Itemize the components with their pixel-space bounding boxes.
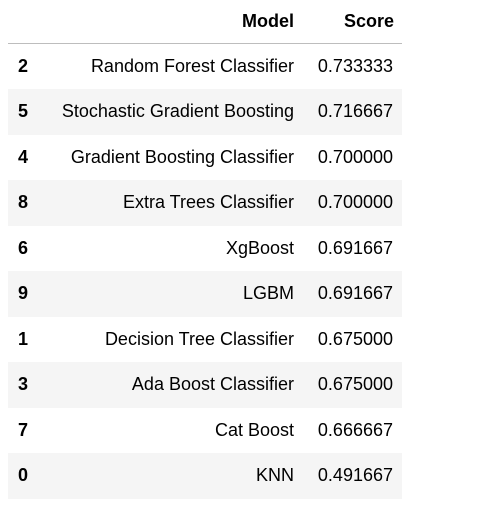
- model-cell: Extra Trees Classifier: [122, 192, 294, 213]
- score-cell: 0.491667: [317, 465, 393, 486]
- score-cell: 0.700000: [317, 192, 393, 213]
- table-row: 9 LGBM 0.691667: [8, 271, 402, 317]
- score-cell: 0.675000: [317, 374, 393, 395]
- table-row: 2 Random Forest Classifier 0.733333: [8, 43, 402, 89]
- header-model: Model: [38, 0, 302, 44]
- row-index: 6: [18, 237, 29, 258]
- table-row: 3 Ada Boost Classifier 0.675000: [8, 362, 402, 408]
- table-header: Model Score: [8, 0, 402, 44]
- table-row: 4 Gradient Boosting Classifier 0.700000: [8, 134, 402, 180]
- score-cell: 0.691667: [317, 283, 393, 304]
- row-index: 0: [18, 465, 29, 486]
- table-row: 1 Decision Tree Classifier 0.675000: [8, 316, 402, 362]
- model-cell: Random Forest Classifier: [90, 56, 294, 76]
- model-cell: KNN: [255, 465, 294, 486]
- score-cell: 0.716667: [317, 101, 393, 122]
- row-index: 2: [18, 56, 29, 76]
- table-row: 5 Stochastic Gradient Boosting 0.716667: [8, 89, 402, 135]
- score-cell: 0.691667: [317, 237, 393, 258]
- row-index: 7: [18, 419, 29, 440]
- model-cell: Stochastic Gradient Boosting: [61, 101, 294, 122]
- table-row: 6 XgBoost 0.691667: [8, 225, 402, 271]
- model-cell: Cat Boost: [214, 419, 294, 440]
- table-body: 2 Random Forest Classifier 0.733333 5 St…: [8, 43, 402, 499]
- model-cell: LGBM: [242, 283, 294, 304]
- dataframe-table: Model Score 2 Random Forest Classifier 0…: [8, 0, 402, 499]
- model-cell: Gradient Boosting Classifier: [70, 146, 294, 167]
- header-index: [8, 0, 38, 44]
- table-row: 7 Cat Boost 0.666667: [8, 407, 402, 453]
- model-cell: Ada Boost Classifier: [131, 374, 294, 395]
- row-index: 8: [18, 192, 29, 213]
- header-row: Model Score: [8, 0, 402, 44]
- row-index: 3: [18, 374, 29, 395]
- row-index: 4: [18, 146, 29, 167]
- score-cell: 0.733333: [317, 56, 393, 76]
- row-index: 1: [18, 328, 29, 349]
- row-index: 9: [18, 283, 29, 304]
- score-cell: 0.700000: [317, 146, 393, 167]
- header-score: Score: [302, 0, 402, 44]
- table-row: 8 Extra Trees Classifier 0.700000: [8, 180, 402, 226]
- row-index: 5: [18, 101, 29, 122]
- score-cell: 0.666667: [317, 419, 393, 440]
- model-cell: Decision Tree Classifier: [104, 328, 294, 349]
- model-cell: XgBoost: [225, 237, 294, 258]
- table-row: 0 KNN 0.491667: [8, 453, 402, 499]
- dataframe-table-container: Model Score 2 Random Forest Classifier 0…: [8, 0, 402, 499]
- score-cell: 0.675000: [317, 328, 393, 349]
